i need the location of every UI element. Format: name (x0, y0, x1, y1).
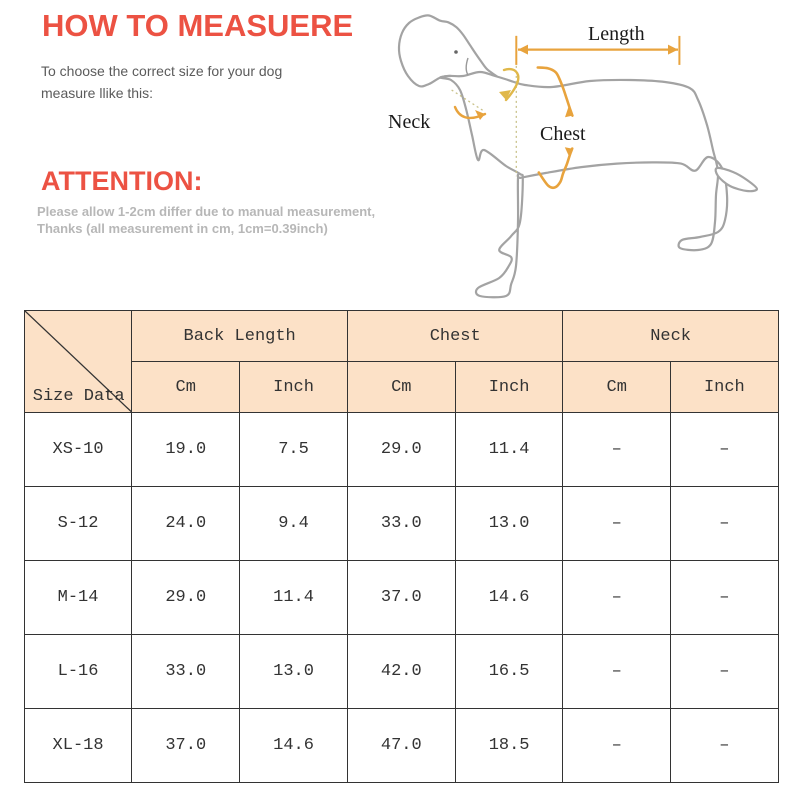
svg-text:Length: Length (588, 23, 645, 45)
svg-text:Neck: Neck (388, 111, 430, 133)
svg-text:Chest: Chest (540, 123, 586, 145)
